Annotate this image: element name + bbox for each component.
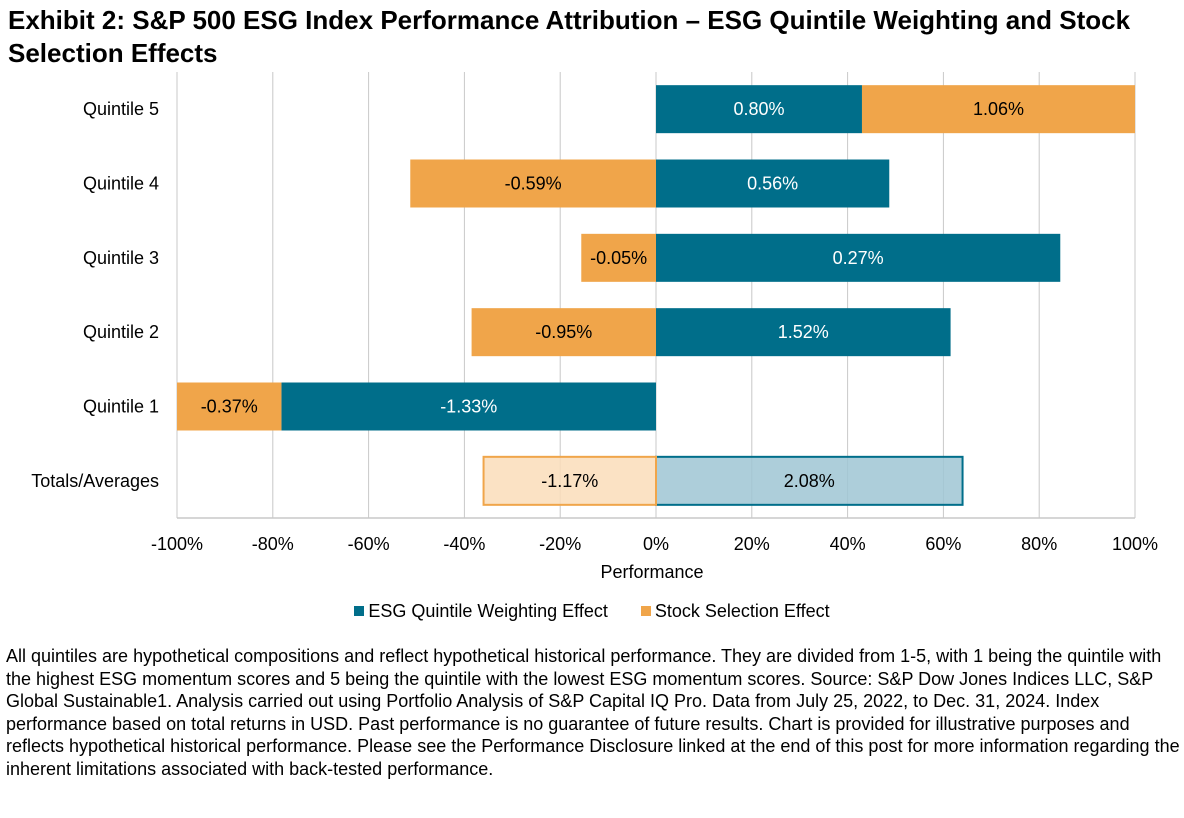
gridlines: [176, 72, 1136, 519]
x-tick-label: 20%: [734, 534, 770, 554]
category-label: Quintile 2: [83, 322, 159, 342]
x-axis-title: Performance: [600, 562, 703, 582]
data-label: -0.05%: [590, 248, 647, 268]
legend-swatch-selection: [640, 606, 651, 616]
bar-stock-selection-effect: [410, 159, 656, 208]
bar-stock-selection-effect: [471, 308, 656, 357]
data-label: 1.06%: [973, 99, 1024, 119]
category-label: Quintile 4: [83, 174, 159, 194]
data-label: -1.33%: [440, 397, 497, 417]
data-label: -0.37%: [201, 397, 258, 417]
legend-swatch-weighting: [354, 606, 365, 616]
category-label: Quintile 1: [83, 397, 159, 417]
bar-weighting-effect: [656, 233, 1061, 282]
x-tick-label: -20%: [539, 534, 581, 554]
bar-weighting-effect: [656, 85, 862, 134]
x-tick-label: 0%: [643, 534, 669, 554]
legend: ESG Quintile Weighting Effect Stock Sele…: [0, 598, 1184, 623]
bar-weighting-effect: [655, 455, 964, 506]
x-tick-label: 100%: [1112, 534, 1158, 554]
bar-weighting-effect: [656, 308, 951, 357]
x-tick-label: -100%: [151, 534, 203, 554]
legend-label-selection: Stock Selection Effect: [654, 601, 830, 621]
data-label: -0.59%: [505, 174, 562, 194]
footnote: All quintiles are hypothetical compositi…: [6, 646, 1180, 779]
data-label: 1.52%: [778, 322, 829, 342]
bar-stock-selection-effect: [177, 382, 282, 431]
chart-title: Exhibit 2: S&P 500 ESG Index Performance…: [8, 5, 1131, 68]
bar-weighting-effect: [281, 382, 656, 431]
category-label: Quintile 3: [83, 248, 159, 268]
bars: 0.80% 1.06% 0.56% -0.59% 0.27% -0.05% 1.52% -0.…: [177, 85, 1135, 506]
data-label: 0.80%: [733, 99, 784, 119]
bar-weighting-effect: [656, 159, 890, 208]
legend-item-weighting: ESG Quintile Weighting Effect: [354, 599, 608, 623]
bar-stock-selection-effect: [482, 455, 657, 506]
category-label: Quintile 5: [83, 99, 159, 119]
x-tick-label: -40%: [443, 534, 485, 554]
data-label: 0.56%: [747, 174, 798, 194]
data-label: 0.27%: [833, 248, 884, 268]
category-labels: Quintile 5 Quintile 4 Quintile 3 Quintile 2…: [31, 99, 159, 491]
legend-item-selection: Stock Selection Effect: [640, 599, 830, 623]
bar-chart: 0.80% 1.06% 0.56% -0.59% 0.27% -0.05% 1.52% -0.…: [31, 72, 1158, 582]
data-label: -0.95%: [535, 322, 592, 342]
x-tick-labels: -100% -80% -60% -40% -20% 0% 20% 40% 60% 80% 100%: [151, 534, 1158, 554]
bar-stock-selection-effect: [581, 233, 656, 282]
data-label: -1.17%: [541, 471, 598, 491]
legend-label-weighting: ESG Quintile Weighting Effect: [368, 601, 608, 621]
x-tick-label: -60%: [348, 534, 390, 554]
bar-stock-selection-effect: [861, 85, 1135, 134]
x-tick-label: 80%: [1021, 534, 1057, 554]
data-label: 2.08%: [784, 471, 835, 491]
x-tick-label: -80%: [252, 534, 294, 554]
x-tick-label: 40%: [830, 534, 866, 554]
x-tick-label: 60%: [925, 534, 961, 554]
category-label: Totals/Averages: [31, 471, 159, 491]
